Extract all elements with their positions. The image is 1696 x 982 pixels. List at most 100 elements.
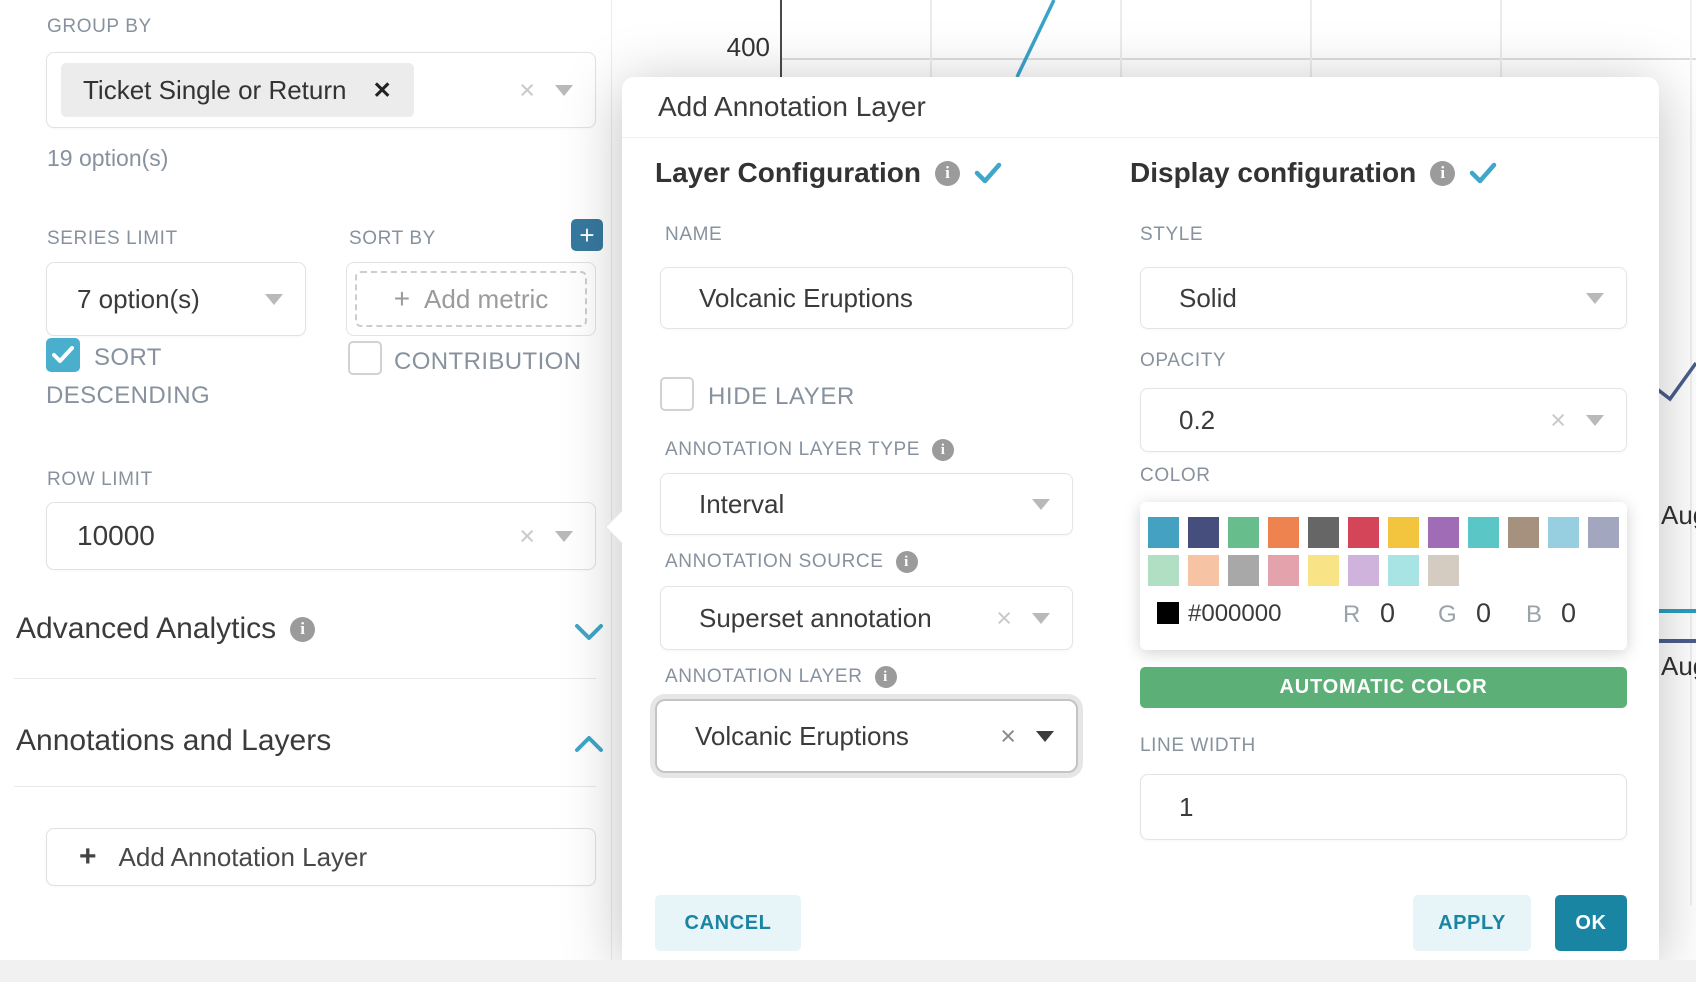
color-swatch[interactable] xyxy=(1428,517,1459,548)
apply-button[interactable]: APPLY xyxy=(1413,895,1531,951)
automatic-color-button[interactable]: AUTOMATIC COLOR xyxy=(1140,667,1627,708)
r-value[interactable]: 0 xyxy=(1380,598,1396,628)
annotation-layer-type-select[interactable]: Interval xyxy=(660,473,1073,535)
annotation-source-text: ANNOTATION SOURCE xyxy=(665,551,884,572)
color-swatch[interactable] xyxy=(1188,517,1219,548)
b-value[interactable]: 0 xyxy=(1561,598,1577,628)
annotations-layers-section-header[interactable]: Annotations and Layers xyxy=(16,724,331,758)
sort-descending-checkbox[interactable] xyxy=(46,338,80,372)
tag-remove-icon[interactable]: ✕ xyxy=(372,76,392,103)
g-label: G xyxy=(1438,601,1457,628)
g-value[interactable]: 0 xyxy=(1476,598,1492,628)
group-by-label: GROUP BY xyxy=(47,16,152,37)
color-swatch[interactable] xyxy=(1348,517,1379,548)
color-swatch[interactable] xyxy=(1148,555,1179,586)
chevron-up-icon[interactable] xyxy=(574,734,604,754)
navy-series-segment-2 xyxy=(1659,639,1696,643)
hex-value[interactable]: #000000 xyxy=(1188,600,1282,627)
color-swatch[interactable] xyxy=(1468,517,1499,548)
hide-layer-checkbox[interactable] xyxy=(660,377,694,411)
v-gridline xyxy=(1500,0,1502,77)
chevron-down-icon[interactable] xyxy=(574,622,604,642)
annotation-layer-select[interactable]: Volcanic Eruptions × xyxy=(655,699,1078,773)
row-limit-select[interactable]: 10000 × xyxy=(46,502,596,570)
row-limit-value: 10000 xyxy=(77,520,155,551)
color-swatch[interactable] xyxy=(1388,555,1419,586)
chevron-down-icon[interactable] xyxy=(1586,292,1604,304)
modal-title: Add Annotation Layer xyxy=(658,91,926,122)
color-label: COLOR xyxy=(1140,465,1211,486)
name-input[interactable]: Volcanic Eruptions xyxy=(660,267,1073,329)
color-swatch[interactable] xyxy=(1588,517,1619,548)
chevron-down-icon[interactable] xyxy=(1032,498,1050,510)
annotation-layer-label: ANNOTATION LAYER i xyxy=(665,666,897,688)
current-color-swatch[interactable] xyxy=(1157,602,1179,624)
chevron-down-icon[interactable] xyxy=(555,530,573,542)
ok-label: OK xyxy=(1575,911,1607,934)
sort-by-label: SORT BY xyxy=(349,228,436,249)
group-by-select[interactable]: Ticket Single or Return ✕ × xyxy=(46,52,596,128)
color-swatch[interactable] xyxy=(1428,555,1459,586)
clear-icon[interactable]: × xyxy=(519,520,535,551)
info-icon: i xyxy=(874,666,897,688)
display-configuration-label: Display configuration xyxy=(1130,157,1417,188)
info-icon: i xyxy=(1430,160,1456,186)
clear-icon[interactable]: × xyxy=(1000,720,1016,751)
y-axis-tick-400: 400 xyxy=(726,32,770,62)
valid-check-icon xyxy=(1470,162,1497,184)
style-label: STYLE xyxy=(1140,224,1204,245)
ok-button[interactable]: OK xyxy=(1555,895,1627,951)
color-swatch[interactable] xyxy=(1228,555,1259,586)
cancel-button[interactable]: CANCEL xyxy=(655,895,801,951)
add-sort-metric-button[interactable]: + xyxy=(571,219,603,251)
sort-descending-label-1: SORT xyxy=(94,344,162,371)
clear-icon[interactable]: × xyxy=(519,74,535,105)
v-gridline xyxy=(1690,0,1692,905)
series-limit-value: 7 option(s) xyxy=(77,283,200,314)
color-swatch[interactable] xyxy=(1308,555,1339,586)
advanced-analytics-section-header[interactable]: Advanced Analytics i xyxy=(16,612,316,646)
chevron-down-icon[interactable] xyxy=(1032,612,1050,624)
color-swatch[interactable] xyxy=(1388,517,1419,548)
chevron-down-icon[interactable] xyxy=(555,84,573,96)
plus-icon: + xyxy=(579,219,595,250)
opacity-select[interactable]: 0.2 × xyxy=(1140,388,1627,452)
add-annotation-layer-modal: Add Annotation Layer Layer Configuration… xyxy=(605,77,1659,960)
color-swatch[interactable] xyxy=(1348,555,1379,586)
series-limit-select[interactable]: 7 option(s) xyxy=(46,262,306,336)
section-divider xyxy=(14,678,596,679)
color-swatch[interactable] xyxy=(1548,517,1579,548)
sort-by-add-metric[interactable]: + Add metric xyxy=(346,262,596,336)
style-select[interactable]: Solid xyxy=(1140,267,1627,329)
group-by-options-hint: 19 option(s) xyxy=(47,145,169,171)
chevron-down-icon[interactable] xyxy=(265,293,283,305)
color-swatch[interactable] xyxy=(1268,517,1299,548)
h-gridline xyxy=(782,58,1696,60)
add-annotation-layer-button[interactable]: + Add Annotation Layer xyxy=(46,828,596,886)
color-swatch[interactable] xyxy=(1268,555,1299,586)
clear-icon[interactable]: × xyxy=(1550,404,1566,435)
row-limit-label: ROW LIMIT xyxy=(47,469,153,490)
color-swatch[interactable] xyxy=(1148,517,1179,548)
chevron-down-icon[interactable] xyxy=(1586,414,1604,426)
color-swatch[interactable] xyxy=(1508,517,1539,548)
chevron-down-icon[interactable] xyxy=(1036,730,1054,742)
line-width-label: LINE WIDTH xyxy=(1140,735,1256,756)
annotation-source-label: ANNOTATION SOURCE i xyxy=(665,551,918,573)
info-icon: i xyxy=(935,160,961,186)
y-axis-line xyxy=(780,0,782,77)
annotation-source-select[interactable]: Superset annotation × xyxy=(660,586,1073,650)
annotation-layer-type-text: ANNOTATION LAYER TYPE xyxy=(665,439,921,460)
opacity-label: OPACITY xyxy=(1140,350,1227,371)
group-by-tag[interactable]: Ticket Single or Return ✕ xyxy=(61,63,414,117)
contribution-checkbox[interactable] xyxy=(348,341,382,375)
color-swatch[interactable] xyxy=(1188,555,1219,586)
annotation-layer-type-value: Interval xyxy=(699,488,785,519)
color-swatch[interactable] xyxy=(1228,517,1259,548)
hide-layer-label: HIDE LAYER xyxy=(708,383,855,410)
color-swatch[interactable] xyxy=(1308,517,1339,548)
clear-icon[interactable]: × xyxy=(996,602,1012,633)
line-width-input[interactable]: 1 xyxy=(1140,774,1627,840)
info-icon: i xyxy=(932,439,955,461)
